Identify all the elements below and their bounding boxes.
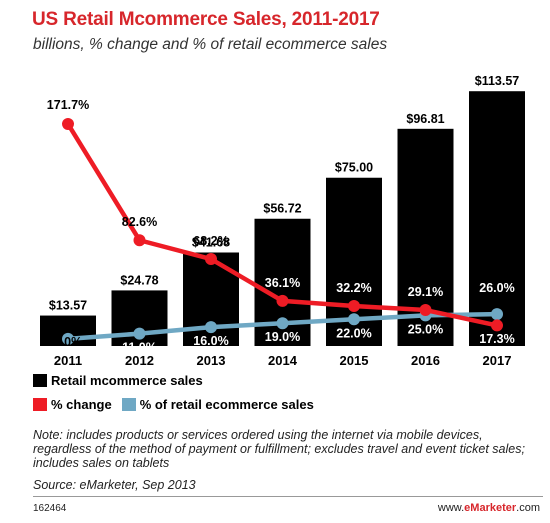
chart-subtitle: billions, % change and % of retail ecomm…: [33, 36, 388, 53]
brand-link[interactable]: www.eMarketer.com: [438, 502, 540, 514]
bar-value-label: $113.57: [475, 74, 520, 88]
share-value-label: 22.0%: [336, 326, 371, 340]
change-value-label: 17.3%: [479, 332, 514, 346]
bar-value-label: $41.68: [192, 235, 230, 249]
change-point: [276, 294, 289, 307]
chart-title: US Retail Mcommerce Sales, 2011-2017: [32, 9, 380, 30]
chart-note: Note: includes products or services orde…: [33, 428, 525, 470]
change-value-label: 36.1%: [265, 276, 300, 290]
legend-swatch-change: [33, 398, 47, 411]
x-tick-label: 2014: [268, 353, 298, 368]
share-value-label: 25.0%: [408, 322, 443, 336]
legend-swatch-bars: [33, 374, 47, 387]
change-point: [133, 234, 146, 247]
legend-bars: Retail mcommerce sales: [33, 373, 203, 388]
legend-swatch-share: [121, 398, 136, 411]
change-value-label: 171.7%: [47, 98, 89, 112]
chart-source: Source: eMarketer, Sep 2013: [33, 478, 196, 492]
change-point: [62, 118, 74, 130]
legend-label-share: % of retail ecommerce sales: [139, 397, 314, 412]
share-point: [276, 317, 289, 330]
bar-2017: [469, 91, 525, 346]
footer-divider: [33, 496, 543, 497]
x-tick-label: 2017: [483, 353, 512, 368]
share-point: [491, 308, 503, 321]
x-tick-label: 2013: [197, 353, 226, 368]
change-point: [491, 319, 503, 332]
change-value-label: 29.1%: [408, 285, 443, 299]
change-point: [348, 299, 360, 312]
x-tick-label: 2012: [125, 353, 154, 368]
share-value-label: 16.0%: [193, 334, 228, 348]
chart-id: 162464: [33, 503, 67, 514]
brand-suffix: .com: [516, 502, 540, 514]
legend-lines: % change % of retail ecommerce sales: [33, 397, 314, 412]
share-point: [205, 321, 217, 334]
bar-value-label: $96.81: [406, 112, 444, 126]
brand-prefix: www.: [437, 502, 465, 514]
x-tick-label: 2011: [54, 353, 82, 368]
change-point: [205, 253, 217, 266]
bar-value-label: $75.00: [335, 161, 373, 175]
change-point: [419, 304, 432, 317]
x-tick-label: 2016: [411, 353, 440, 368]
share-value-label: 11.0%: [122, 341, 157, 355]
share-point: [133, 327, 146, 340]
share-value-label: 19.0%: [265, 330, 300, 344]
share-point: [62, 332, 74, 345]
share-value-label: 7.0%: [54, 335, 83, 349]
share-point: [348, 313, 360, 326]
legend-label-bars: Retail mcommerce sales: [51, 373, 203, 388]
x-tick-label: 2015: [340, 353, 369, 368]
chart-canvas: $13.57 $24.78 $41.68 $56.72 $75.00 $96.81 $113…: [40, 74, 525, 368]
brand-name: eMarketer: [464, 502, 517, 514]
share-value-label: 26.0%: [479, 281, 514, 295]
change-value-label: 68.2%: [193, 234, 228, 248]
bar-value-label: $13.57: [49, 299, 87, 313]
legend-label-change: % change: [51, 397, 112, 412]
bar-value-label: $56.72: [263, 202, 301, 216]
bar-value-label: $24.78: [120, 273, 158, 287]
change-value-label: 32.2%: [336, 281, 371, 295]
change-value-label: 82.6%: [122, 215, 157, 229]
